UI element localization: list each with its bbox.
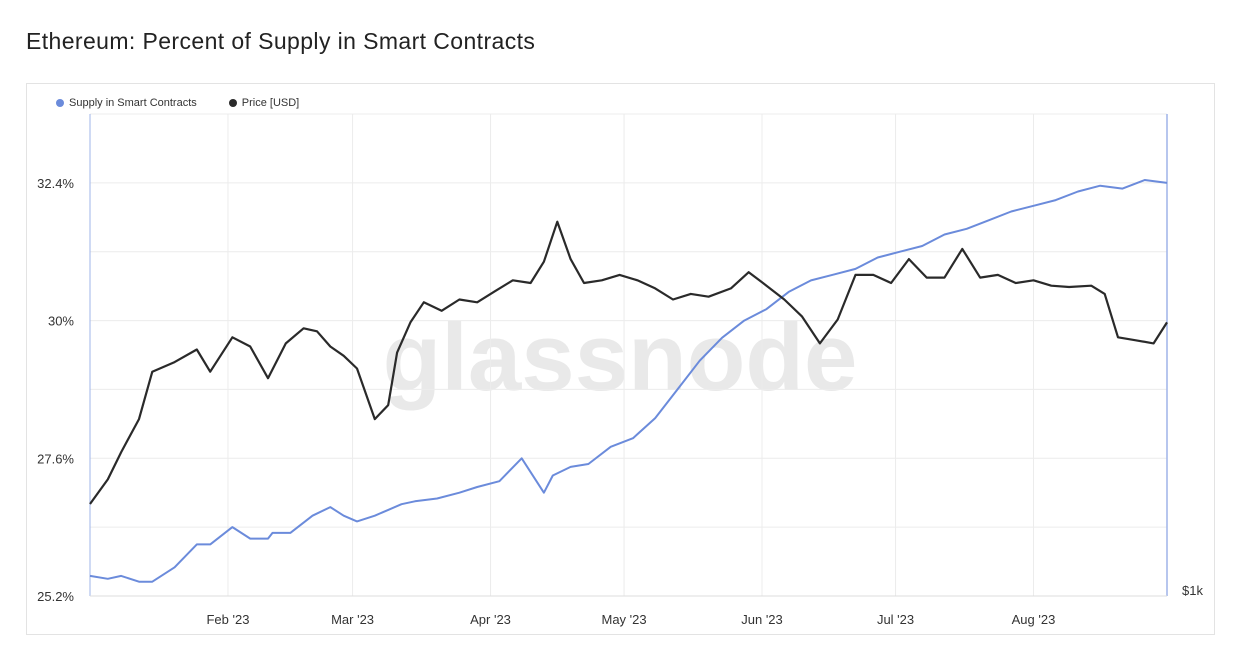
x-tick-label: Feb '23 (206, 612, 249, 627)
chart-panel: Supply in Smart Contracts Price [USD] (26, 83, 1215, 635)
legend: Supply in Smart Contracts Price [USD] (56, 97, 299, 109)
legend-label-supply: Supply in Smart Contracts (69, 97, 197, 109)
series-line-price (89, 220, 1168, 505)
x-tick-label: Apr '23 (470, 612, 511, 627)
y-left-tick-label: 25.2% (37, 589, 74, 604)
x-tick-label: Jun '23 (741, 612, 783, 627)
y-left-tick-label: 30% (48, 314, 74, 329)
x-tick-label: Jul '23 (877, 612, 914, 627)
series-line-supply (89, 179, 1168, 583)
legend-label-price: Price [USD] (241, 97, 300, 109)
x-tick-label: May '23 (601, 612, 646, 627)
y-left-tick-label: 27.6% (37, 451, 74, 466)
legend-item-price[interactable]: Price [USD] (228, 97, 300, 109)
x-tick-label: Mar '23 (331, 612, 374, 627)
y-left-tick-label: 32.4% (37, 176, 74, 191)
legend-dot-price-icon (228, 99, 237, 107)
legend-dot-supply-icon (56, 99, 64, 107)
page-title: Ethereum: Percent of Supply in Smart Con… (26, 28, 536, 54)
y-right-tick-label: $1k (1182, 583, 1203, 598)
legend-item-supply[interactable]: Supply in Smart Contracts (56, 97, 197, 109)
watermark-text: glassnode (383, 304, 858, 411)
x-tick-label: Aug '23 (1012, 612, 1056, 627)
